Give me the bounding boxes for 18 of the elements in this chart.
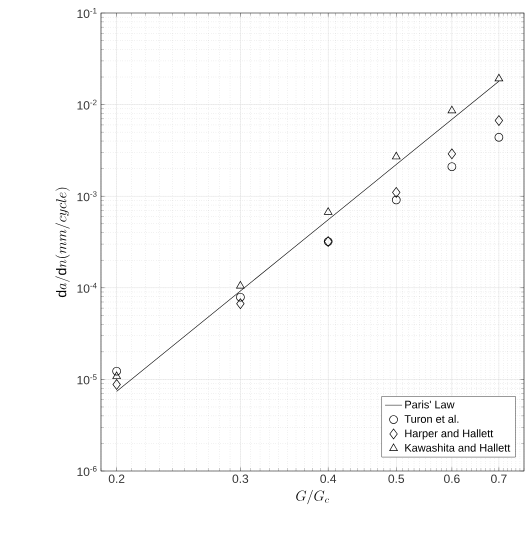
legend-label: Harper and Hallett — [405, 429, 494, 440]
y-tick-label: 10$^{-3}$ — [77, 191, 97, 202]
y-tick-label: 10$^{-2}$ — [77, 100, 97, 110]
x-tick-label: 0.5 — [388, 474, 404, 483]
legend-label: Kawashita and Hallett — [405, 444, 510, 452]
x-tick-label: 0.7 — [491, 474, 507, 483]
x-tick-label: 0.6 — [444, 474, 460, 483]
y-tick-label: 10$^{-1}$ — [77, 8, 97, 18]
x-tick-label: 0.4 — [320, 474, 336, 483]
y-tick-label: 10$^{-6}$ — [77, 466, 97, 476]
y-tick-label: 10$^{-4}$ — [77, 282, 97, 293]
x-tick-label: 0.3 — [232, 474, 248, 483]
x-tick-label: 0.2 — [108, 474, 124, 483]
y-tick-label: 10$^{-5}$ — [77, 374, 97, 384]
x-axis-title: $G/G_c$ — [296, 490, 329, 504]
legend-label: Paris' Law — [405, 400, 455, 408]
y-axis-title: $\mathrm{d}a/\mathrm{d}n(mm/cycle)$ — [55, 188, 70, 298]
legend-label: Turon et al. — [404, 414, 458, 423]
